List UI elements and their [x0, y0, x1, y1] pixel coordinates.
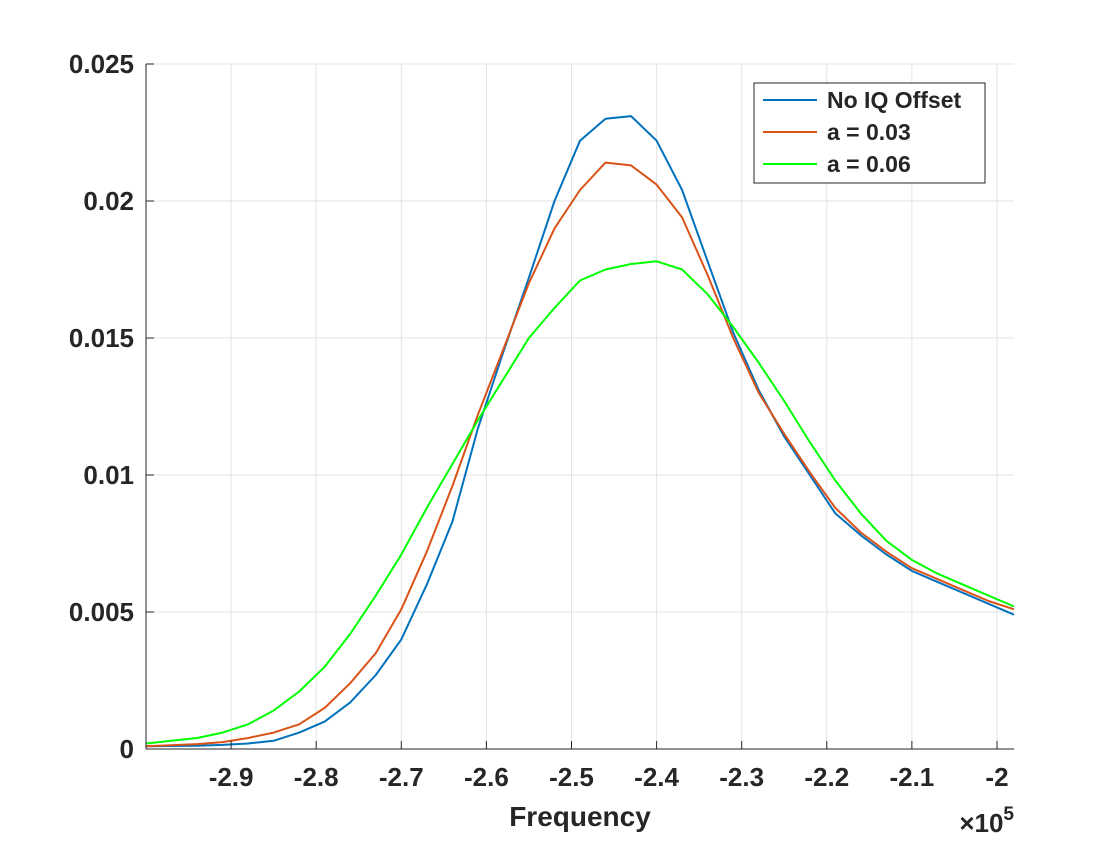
x-tick-label: -2.5 [549, 762, 594, 792]
y-tick-label: 0.015 [69, 323, 134, 353]
x-tick-label: -2.2 [804, 762, 849, 792]
y-tick-label: 0.02 [83, 186, 134, 216]
x-tick-label: -2.4 [634, 762, 679, 792]
x-tick-label: -2.6 [464, 762, 509, 792]
axes [145, 63, 1014, 750]
y-tick-label: 0 [120, 734, 134, 764]
x-exponent-base: ×10 [959, 808, 1003, 838]
series-lines [145, 115, 1015, 748]
x-tick-label: -2.7 [379, 762, 424, 792]
tick-labels: -2.9 -2.8 -2.7 -2.6 -2.5 -2.4 -2.3 -2.2 -2.1 -2 0 0… [69, 49, 1009, 792]
x-tick-label: -2.9 [209, 762, 254, 792]
legend: No IQ Offset a = 0.03 a = 0.06 [753, 82, 986, 184]
x-axis-label: Frequency [509, 801, 651, 832]
x-exponent-power: 5 [1003, 804, 1014, 825]
x-axis-exponent: ×105 [959, 804, 1014, 838]
x-tick-label: -2 [985, 762, 1008, 792]
x-tick-label: -2.8 [294, 762, 339, 792]
x-tick-label: -2.3 [719, 762, 764, 792]
legend-label-1: No IQ Offset [827, 87, 962, 113]
series-line-2 [145, 161, 1015, 748]
legend-label-3: a = 0.06 [827, 151, 911, 177]
x-tick-label: -2.1 [889, 762, 934, 792]
y-tick-label: 0.01 [83, 460, 134, 490]
series-line-1 [145, 115, 1015, 748]
legend-label-2: a = 0.03 [827, 119, 911, 145]
y-tick-label: 0.005 [69, 597, 134, 627]
y-tick-label: 0.025 [69, 49, 134, 79]
series-line-3 [145, 260, 1015, 745]
